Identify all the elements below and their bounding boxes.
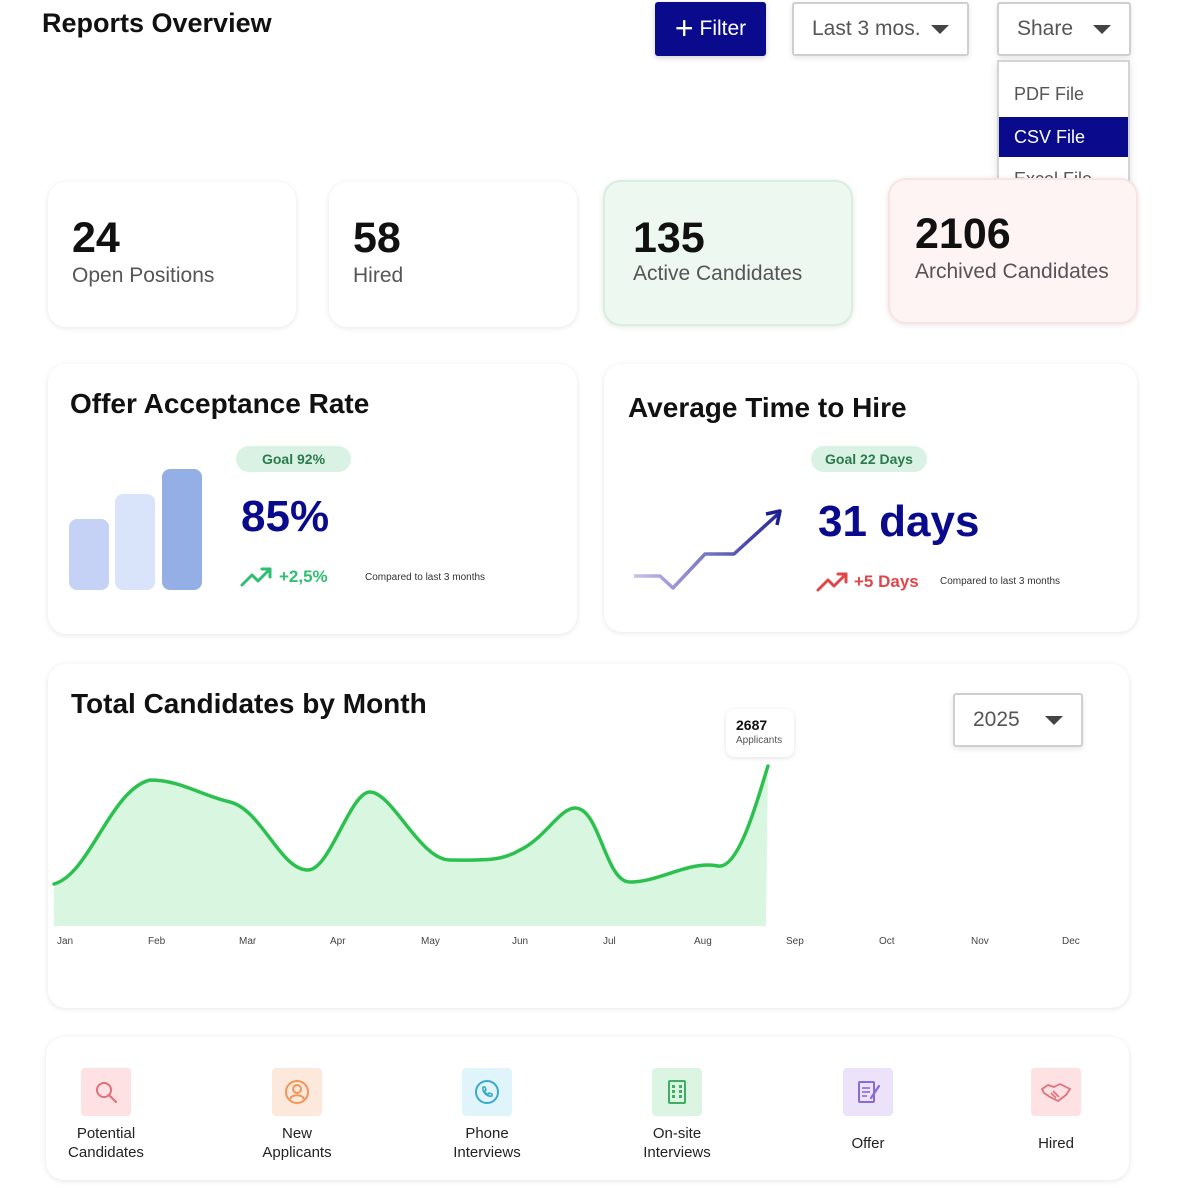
stat-value: 58	[353, 214, 401, 262]
chevron-down-icon	[1093, 24, 1111, 34]
tooltip-value: 2687	[736, 717, 768, 733]
card-title: Average Time to Hire	[628, 392, 907, 423]
pipeline-stages-card	[46, 1037, 1129, 1180]
stage-label: On-site Interviews	[597, 1124, 757, 1162]
bar-1	[69, 519, 109, 590]
menu-item-csv[interactable]: CSV File	[999, 117, 1128, 157]
stage-label-line: Candidates	[68, 1144, 144, 1161]
stage-label: Offer	[788, 1134, 948, 1153]
stage-label-line: Interviews	[643, 1144, 711, 1161]
time-to-hire-card: Average Time to Hire Goal 22 Days 31 day…	[604, 364, 1137, 632]
menu-item-pdf[interactable]: PDF File	[1014, 83, 1085, 104]
stage-label: Potential Candidates	[26, 1124, 186, 1162]
x-tick-label: Jan	[57, 936, 74, 947]
share-select[interactable]: Share	[997, 2, 1131, 56]
x-tick-label: Nov	[971, 936, 989, 947]
stage-label-line: Offer	[851, 1135, 885, 1152]
tooltip-label: Applicants	[736, 735, 783, 746]
stat-value: 2106	[915, 210, 1011, 258]
share-value: Share	[1017, 17, 1074, 40]
stage-new-applicants[interactable]: New Applicants	[217, 1068, 377, 1162]
time-to-hire-value: 31 days	[818, 497, 980, 546]
stage-label: Phone Interviews	[407, 1124, 567, 1162]
trend-value: +2,5%	[279, 567, 328, 586]
stat-label: Archived Candidates	[915, 260, 1109, 283]
stage-label-line: Applicants	[262, 1144, 332, 1161]
stage-hired[interactable]: Hired	[976, 1068, 1136, 1153]
area-line	[52, 764, 770, 886]
stage-potential-candidates[interactable]: Potential Candidates	[26, 1068, 186, 1162]
bar-3	[162, 469, 202, 590]
trend-value: +5 Days	[854, 572, 919, 591]
filter-button[interactable]: + Filter	[655, 2, 766, 56]
offer-rate-value: 85%	[241, 492, 330, 541]
chevron-down-icon	[931, 24, 949, 34]
x-tick-label: Jul	[603, 936, 616, 947]
handshake-icon	[1031, 1068, 1081, 1116]
document-icon	[843, 1068, 893, 1116]
card-title: Offer Acceptance Rate	[70, 388, 370, 419]
date-range-select[interactable]: Last 3 mos.	[792, 2, 969, 56]
stage-phone-interviews[interactable]: Phone Interviews	[407, 1068, 567, 1162]
area-fill	[54, 766, 768, 926]
x-tick-label: Jun	[512, 936, 529, 947]
compare-note: Compared to last 3 months	[940, 576, 1061, 587]
trend-up-icon	[816, 572, 848, 592]
stage-label-line: Phone	[465, 1125, 509, 1142]
stage-label-line: On-site	[652, 1125, 702, 1142]
x-tick-label: Feb	[148, 936, 166, 947]
stage-label: New Applicants	[217, 1124, 377, 1162]
stat-card-open-positions: 24 Open Positions	[48, 182, 296, 327]
x-tick-label: Apr	[330, 936, 346, 947]
x-tick-label: Oct	[879, 936, 895, 947]
goal-badge: Goal 22 Days	[811, 446, 927, 472]
filter-button-label: Filter	[699, 17, 747, 40]
stat-value: 24	[72, 214, 120, 262]
x-tick-label: Mar	[239, 936, 257, 947]
plus-icon: +	[674, 9, 694, 46]
year-value: 2025	[973, 708, 1020, 731]
search-icon	[81, 1068, 131, 1116]
bar-2	[115, 494, 155, 590]
compare-note: Compared to last 3 months	[365, 572, 486, 583]
x-tick-label: Dec	[1062, 936, 1080, 947]
user-icon	[272, 1068, 322, 1116]
stat-card-hired: 58 Hired	[329, 182, 577, 327]
year-select[interactable]: 2025	[953, 693, 1083, 747]
phone-icon	[462, 1068, 512, 1116]
goal-badge: Goal 92%	[236, 446, 351, 472]
bar-chart-illustration	[69, 469, 202, 590]
stage-offer[interactable]: Offer	[788, 1068, 948, 1153]
x-tick-label: Aug	[694, 936, 712, 947]
stat-card-active-candidates: 135 Active Candidates	[603, 180, 853, 326]
stat-card-archived-candidates: 2106 Archived Candidates	[888, 178, 1138, 324]
page-title: Reports Overview	[42, 8, 272, 38]
stage-label-line: Interviews	[453, 1144, 521, 1161]
trend-up-icon	[240, 567, 272, 587]
chevron-down-icon	[1045, 715, 1063, 725]
stage-label-line: Potential	[76, 1125, 136, 1142]
offer-acceptance-card: Offer Acceptance Rate Goal 92% 85% +2,5%…	[48, 364, 577, 634]
stage-onsite-interviews[interactable]: On-site Interviews	[597, 1068, 757, 1162]
chart-title: Total Candidates by Month	[71, 688, 427, 719]
date-range-value: Last 3 mos.	[812, 17, 921, 40]
stat-label: Open Positions	[72, 264, 215, 287]
x-tick-label: Sep	[786, 936, 804, 947]
x-tick-label: May	[421, 936, 440, 947]
chart-tooltip: 2687 Applicants	[726, 709, 794, 757]
stat-label: Hired	[353, 264, 404, 287]
stat-label: Active Candidates	[633, 262, 803, 285]
building-icon	[652, 1068, 702, 1116]
stat-value: 135	[633, 214, 705, 262]
trend-line-illustration	[634, 509, 782, 590]
stage-label-line: Hired	[1038, 1135, 1074, 1152]
stage-label-line: New	[281, 1125, 312, 1142]
stage-label: Hired	[976, 1134, 1136, 1153]
